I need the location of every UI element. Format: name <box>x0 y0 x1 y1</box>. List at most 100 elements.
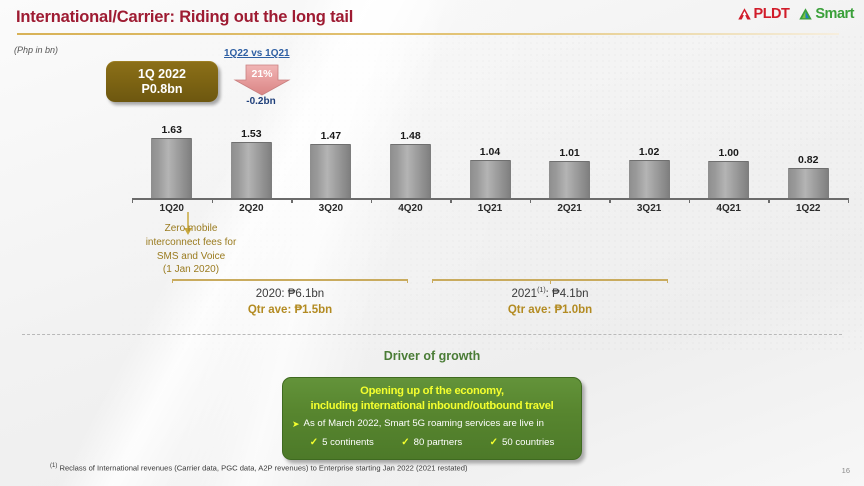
interconnect-note-line-3: SMS and Voice <box>156 250 226 262</box>
axis-label-1q20: 1Q20 <box>159 203 184 214</box>
period-2020: 2020: ₱6.1bn Qtr ave: ₱1.5bn <box>172 286 408 319</box>
bar-column-3q20: 1.47 <box>295 122 367 198</box>
period-2020-total: 2020: ₱6.1bn <box>255 288 325 300</box>
callout-value: P0.8bn <box>141 82 183 96</box>
bar-column-4q20: 1.48 <box>374 122 446 198</box>
bar-4q20 <box>389 144 431 198</box>
driver-box-headline-line-1: Opening up of the economy, <box>360 385 504 397</box>
period-2020-average: Qtr ave: ₱1.5bn <box>247 304 333 317</box>
bracket-2020-cap-right <box>406 279 408 283</box>
period-2021-average: Qtr ave: ₱1.0bn <box>507 304 593 317</box>
interconnect-note-line-1: Zero mobile <box>164 223 218 234</box>
driver-box-headline-line-2: including international inbound/outbound… <box>310 399 554 412</box>
brand-logos: PLDT Smart <box>737 6 854 22</box>
footnote-marker: (1) <box>50 463 58 469</box>
axis-label-1q21: 1Q21 <box>477 203 503 214</box>
axis-tick-0 <box>132 198 134 203</box>
units-label: (Php in bn) <box>14 45 59 55</box>
bar-column-4q21: 1.00 <box>693 122 765 198</box>
bar-1q21 <box>469 160 511 198</box>
yoy-change-indicator: 21% <box>232 64 292 96</box>
axis-tick-6 <box>609 198 611 203</box>
yoy-change-delta: -0.2bn <box>246 96 276 107</box>
check-item-partners-label: 80 partners <box>413 437 463 449</box>
axis-tick-1 <box>211 198 213 203</box>
period-2021-amount: : ₱4.1bn <box>545 288 589 300</box>
footnote: (1) Reclass of International revenues (C… <box>50 463 468 473</box>
bar-column-2q20: 1.53 <box>215 122 287 198</box>
quarterly-revenue-bar-chart: 1.63 1.53 1.47 1.48 1.04 1.01 1.02 1.00 0.82 <box>132 122 848 198</box>
comparison-label: 1Q22 vs 1Q21 <box>224 48 290 59</box>
callout-period: 1Q 2022 <box>138 67 186 82</box>
axis-label-2q21: 2Q21 <box>557 203 582 214</box>
driver-box-bullet: ➤ As of March 2022, Smart 5G roaming ser… <box>290 418 574 430</box>
pldt-triangle-icon <box>737 7 751 19</box>
smart-triangle-icon <box>799 7 813 19</box>
axis-tick-7 <box>688 198 691 203</box>
bracket-2021-cap-left <box>432 279 434 283</box>
page-number: 16 <box>841 466 850 475</box>
interconnect-arrow-icon <box>182 212 194 236</box>
bar-value-label-4q21: 1.00 <box>718 147 739 159</box>
check-icon: ✓ <box>309 437 319 449</box>
bracket-2020 <box>172 276 408 284</box>
bracket-2020-cap-left <box>172 279 174 283</box>
bar-column-3q21: 1.02 <box>613 122 685 198</box>
current-quarter-callout: 1Q 2022 P0.8bn <box>106 61 218 102</box>
bar-value-label-1q22: 0.82 <box>798 154 819 166</box>
bar-column-1q22: 0.82 <box>772 122 844 198</box>
axis-label-3q20: 3Q20 <box>318 203 344 214</box>
title-divider-rule <box>17 33 839 35</box>
bar-3q20 <box>310 144 352 198</box>
smart-logo: Smart <box>798 6 854 22</box>
check-item-countries-label: 50 countries <box>502 437 555 449</box>
bar-column-1q20: 1.63 <box>136 122 208 198</box>
axis-label-1q22: 1Q22 <box>795 203 821 214</box>
bar-1q20 <box>151 138 193 198</box>
axis-tick-5 <box>529 198 532 203</box>
interconnect-note-line-2: interconnect fees for <box>145 236 237 248</box>
bar-value-label-1q21: 1.04 <box>479 146 501 158</box>
footnote-text: Reclass of International revenues (Carri… <box>59 463 468 473</box>
smart-logo-text: Smart <box>815 6 854 22</box>
period-2021-footnote-marker: (1) <box>537 287 546 295</box>
bar-value-label-2q20: 1.53 <box>241 128 262 140</box>
bar-value-label-1q20: 1.63 <box>161 124 182 136</box>
interconnect-note-line-4: (1 Jan 2020) <box>162 264 220 276</box>
bar-value-label-2q21: 1.01 <box>559 147 580 159</box>
driver-heading: Driver of growth <box>383 349 481 363</box>
bracket-2021-stem <box>550 279 552 284</box>
axis-tick-4 <box>450 198 452 203</box>
page-title: International/Carrier: Riding out the lo… <box>16 8 354 26</box>
bar-column-2q21: 1.01 <box>534 122 606 198</box>
check-item-continents: ✓ 5 continents <box>310 437 374 448</box>
driver-of-growth-box: Opening up of the economy, including int… <box>282 377 582 460</box>
period-2021-year: 2021 <box>511 288 538 300</box>
pldt-logo: PLDT <box>737 6 790 22</box>
axis-tick-8 <box>768 198 770 203</box>
period-2021: 2021(1): ₱4.1bn Qtr ave: ₱1.0bn <box>432 286 668 319</box>
down-arrow-icon <box>233 64 291 96</box>
bar-4q21 <box>708 161 750 198</box>
check-item-continents-label: 5 continents <box>322 437 374 449</box>
check-icon: ✓ <box>401 437 410 449</box>
chart-x-axis <box>132 198 848 200</box>
check-icon: ✓ <box>489 437 498 449</box>
bar-value-label-3q21: 1.02 <box>638 146 660 158</box>
axis-tick-end <box>848 198 850 203</box>
check-item-countries: ✓ 50 countries <box>490 437 555 448</box>
period-2021-total: 2021(1): ₱4.1bn <box>432 286 668 302</box>
driver-box-bullet-text: As of March 2022, Smart 5G roaming servi… <box>303 418 545 430</box>
axis-label-3q21: 3Q21 <box>636 203 662 214</box>
yoy-change-percent: 21% <box>251 68 273 80</box>
section-divider <box>22 334 842 335</box>
interconnect-note: Zero mobile interconnect fees for SMS an… <box>110 222 272 277</box>
bar-column-1q21: 1.04 <box>454 122 526 198</box>
axis-label-4q21: 4Q21 <box>716 203 741 214</box>
bar-2q21 <box>549 161 591 198</box>
pldt-logo-text: PLDT <box>753 6 790 22</box>
bracket-2020-line <box>172 279 408 281</box>
axis-label-4q20: 4Q20 <box>398 203 423 214</box>
driver-box-headline: Opening up of the economy, including int… <box>290 384 574 413</box>
